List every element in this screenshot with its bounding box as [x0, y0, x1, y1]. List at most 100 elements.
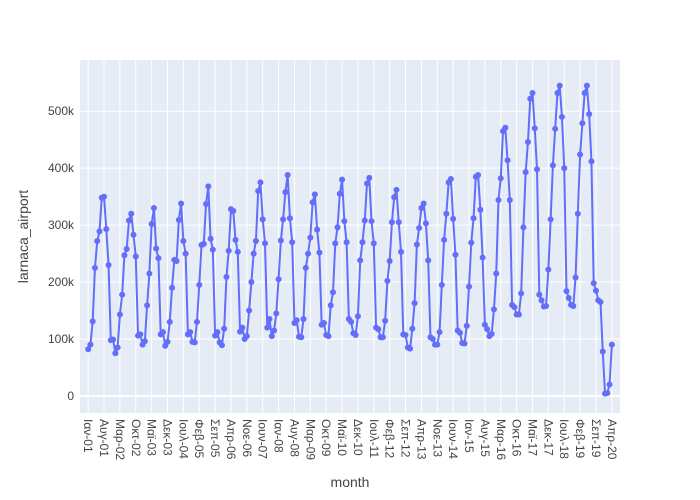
data-point	[325, 333, 332, 340]
data-point	[534, 166, 541, 173]
data-point	[207, 235, 214, 242]
data-point	[246, 307, 253, 314]
data-point	[466, 283, 473, 290]
data-point	[370, 240, 377, 247]
data-point	[123, 246, 130, 253]
data-point	[547, 216, 554, 223]
data-point	[577, 151, 584, 158]
data-point	[137, 331, 144, 338]
data-point	[284, 172, 291, 179]
data-point	[148, 220, 155, 227]
data-point	[402, 331, 409, 338]
data-point	[334, 224, 341, 231]
data-point	[379, 334, 386, 341]
x-tick-label: Φεβ-19	[573, 419, 587, 458]
x-axis-title: month	[331, 474, 370, 490]
x-tick-label: Ιουν-07	[256, 419, 270, 459]
data-point	[413, 241, 420, 248]
data-point	[586, 111, 593, 118]
data-point	[574, 210, 581, 217]
data-point	[588, 158, 595, 165]
data-point	[300, 316, 307, 323]
data-point	[538, 297, 545, 304]
data-point	[268, 333, 275, 340]
x-tick-label: Σεπ-19	[589, 419, 603, 458]
data-point	[579, 120, 586, 127]
x-tick-label: Δεκ-17	[541, 419, 555, 456]
data-point	[119, 291, 126, 298]
data-point	[463, 322, 470, 329]
data-point	[275, 276, 282, 283]
data-point	[382, 317, 389, 324]
data-point	[529, 90, 536, 97]
data-point	[357, 257, 364, 264]
x-tick-label: Σεπ-05	[208, 419, 222, 458]
data-point	[144, 302, 151, 309]
data-point	[434, 341, 441, 348]
data-point	[114, 344, 121, 351]
data-point	[545, 266, 552, 273]
data-point	[441, 236, 448, 243]
data-point	[348, 318, 355, 325]
data-point	[536, 291, 543, 298]
data-point	[223, 273, 230, 280]
data-point	[515, 311, 522, 318]
data-point	[125, 217, 132, 224]
data-point	[214, 329, 221, 336]
data-point	[364, 180, 371, 187]
data-point	[361, 217, 368, 224]
data-point	[556, 82, 563, 89]
x-tick-label: Ιουλ-18	[557, 419, 571, 459]
x-tick-label: Δεκ-03	[161, 419, 175, 456]
data-point	[193, 318, 200, 325]
x-tick-label: Απρ-13	[414, 419, 428, 460]
data-point	[110, 336, 117, 343]
data-point	[307, 234, 314, 241]
data-point	[411, 300, 418, 307]
data-point	[527, 95, 534, 102]
data-point	[409, 325, 416, 332]
data-point	[520, 224, 527, 231]
x-tick-label: Ιουλ-04	[176, 419, 190, 459]
data-point	[252, 238, 259, 245]
data-point	[311, 191, 318, 198]
data-point	[164, 338, 171, 345]
data-point	[604, 390, 611, 397]
data-point	[490, 306, 497, 313]
data-point	[554, 90, 561, 97]
data-point	[232, 236, 239, 243]
x-tick-label: Ιαν-01	[81, 419, 95, 453]
data-point	[234, 248, 241, 255]
data-point	[85, 346, 92, 353]
data-point	[531, 125, 538, 132]
data-point	[468, 239, 475, 246]
data-point	[565, 294, 572, 301]
data-point	[203, 201, 210, 208]
x-tick-label: Δεκ-10	[351, 419, 365, 456]
x-tick-label: Μαρ-09	[303, 419, 317, 460]
data-point	[116, 311, 123, 318]
data-point	[479, 254, 486, 261]
data-point	[395, 219, 402, 226]
data-point	[282, 189, 289, 196]
data-point	[264, 324, 271, 331]
data-point	[230, 207, 237, 214]
data-point	[583, 82, 590, 89]
data-point	[101, 193, 108, 200]
data-point	[425, 257, 432, 264]
x-tick-label: Μαϊ-03	[145, 419, 159, 456]
data-point	[436, 329, 443, 336]
data-point	[543, 302, 550, 309]
data-point	[94, 238, 101, 245]
x-tick-label: Οκτ-02	[129, 419, 143, 457]
data-point	[343, 239, 350, 246]
x-tick-label: Σεπ-12	[399, 419, 413, 458]
data-point	[354, 313, 361, 320]
data-point	[522, 169, 529, 176]
data-point	[305, 250, 312, 257]
data-point	[259, 216, 266, 223]
data-point	[484, 326, 491, 333]
data-point	[336, 190, 343, 197]
data-point	[592, 287, 599, 294]
data-point	[103, 226, 110, 233]
